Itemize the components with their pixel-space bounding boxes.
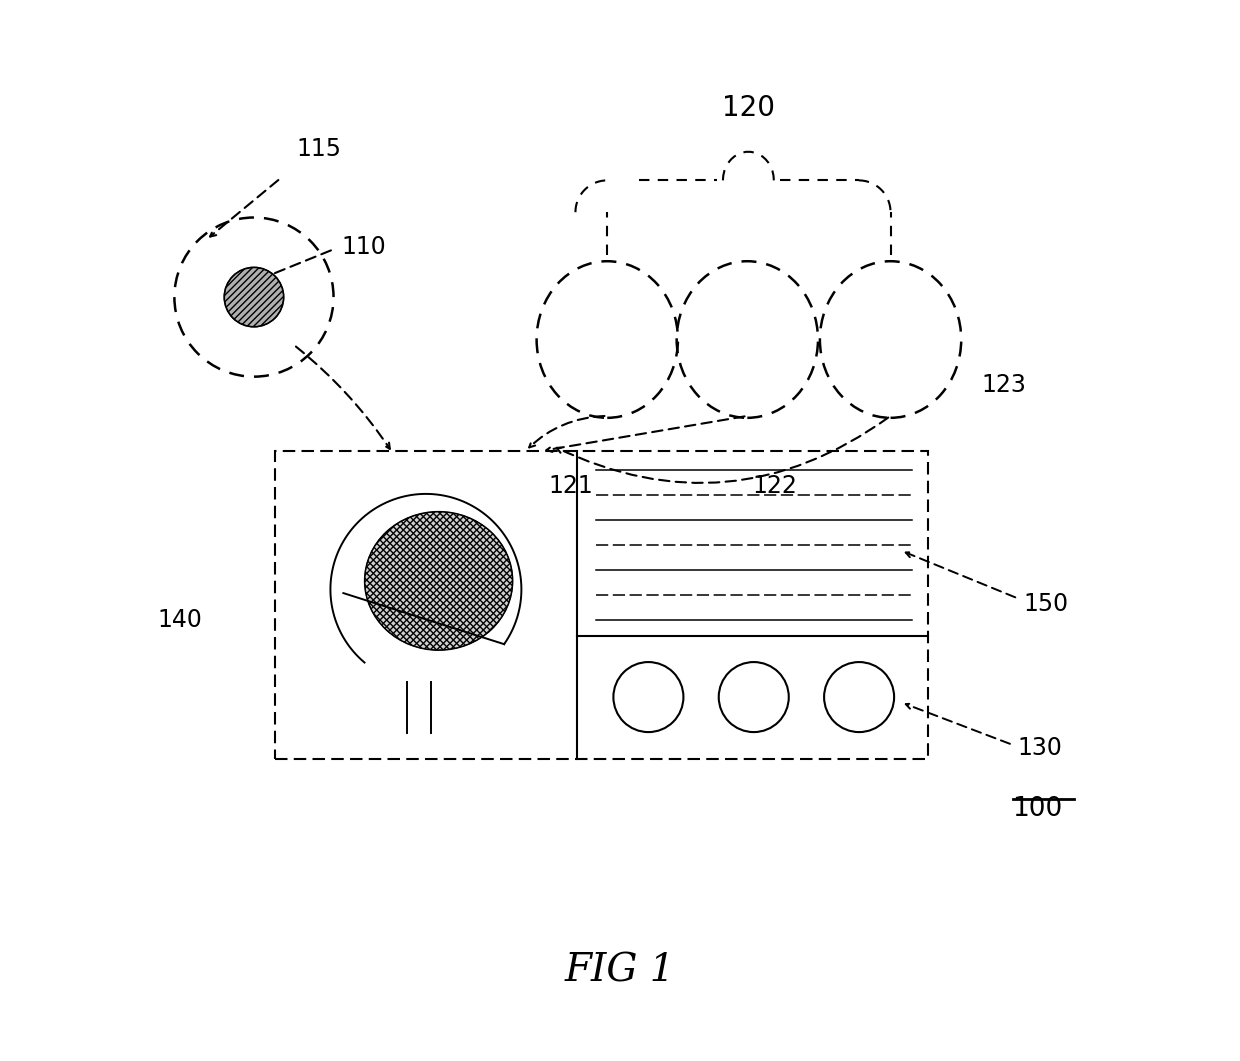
- Circle shape: [224, 267, 284, 327]
- Text: 115: 115: [296, 137, 341, 161]
- Text: 121: 121: [549, 474, 594, 499]
- Circle shape: [614, 662, 683, 732]
- Text: 100: 100: [1013, 796, 1063, 822]
- Text: 123: 123: [981, 373, 1027, 398]
- Text: 120: 120: [722, 94, 775, 122]
- Circle shape: [825, 662, 894, 732]
- Ellipse shape: [365, 511, 512, 650]
- Text: 130: 130: [1018, 736, 1063, 760]
- Circle shape: [719, 662, 789, 732]
- Text: FIG 1: FIG 1: [564, 953, 676, 989]
- Bar: [275, 451, 928, 759]
- Text: 122: 122: [753, 474, 797, 499]
- Text: 150: 150: [1023, 592, 1069, 615]
- Text: 140: 140: [157, 608, 202, 632]
- Text: 110: 110: [341, 236, 386, 259]
